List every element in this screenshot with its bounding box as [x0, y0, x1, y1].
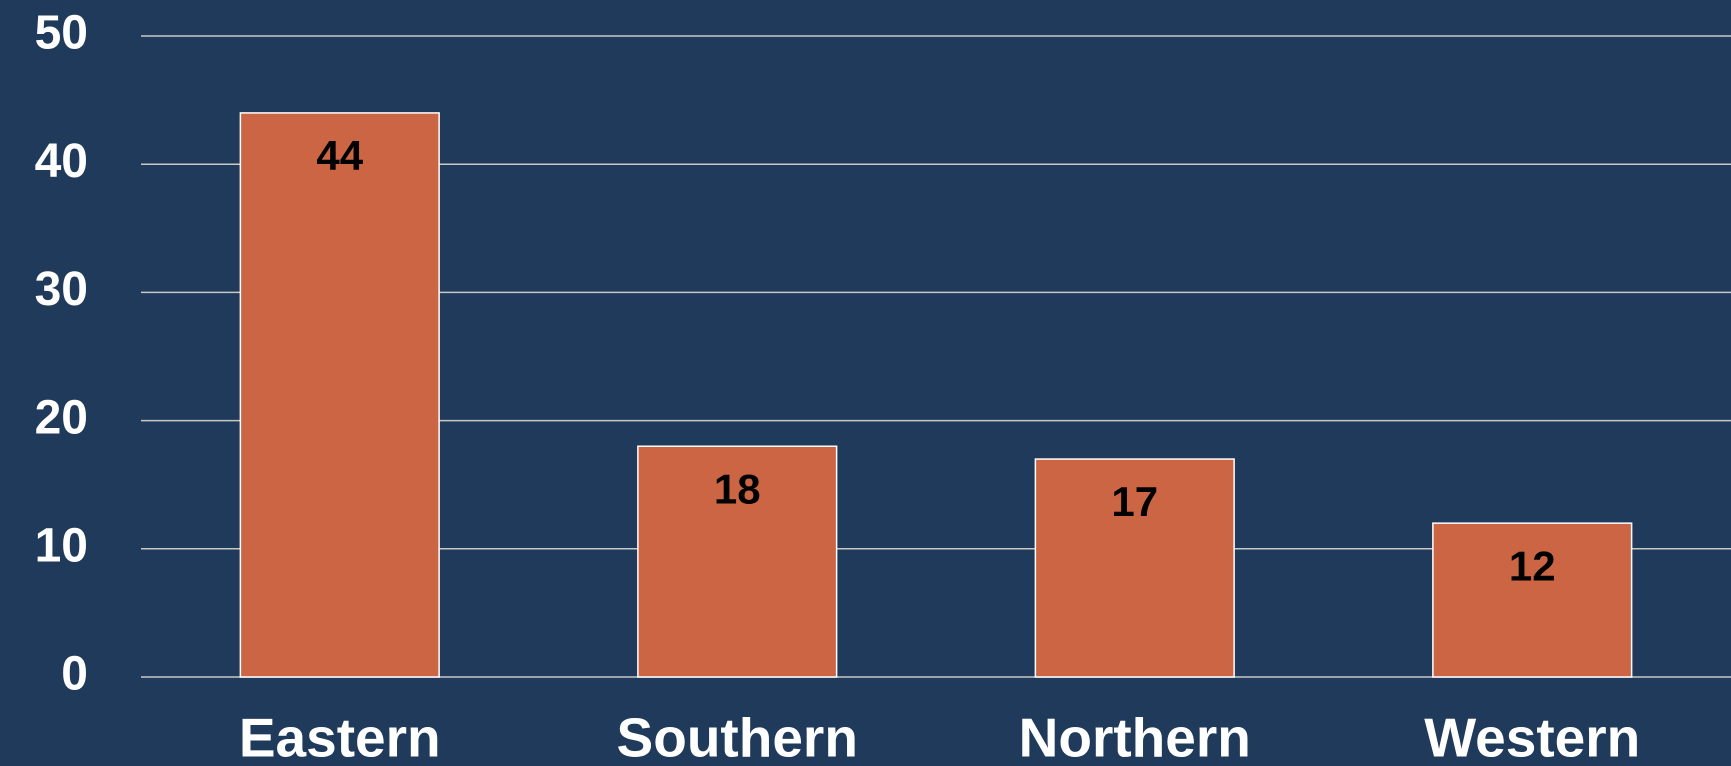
y-tick-label: 0 [61, 648, 88, 701]
y-tick-label: 10 [35, 519, 88, 572]
value-label: 44 [316, 132, 363, 179]
x-tick-label: Southern [617, 707, 858, 766]
x-tick-label: Eastern [239, 707, 441, 766]
y-tick-label: 20 [35, 391, 88, 444]
y-tick-label: 30 [35, 263, 88, 316]
x-tick-label: Western [1424, 707, 1640, 766]
bar [637, 445, 838, 678]
bar [239, 112, 440, 678]
y-tick-label: 50 [35, 7, 88, 60]
value-label: 12 [1509, 542, 1556, 589]
bar [1432, 522, 1633, 678]
bar [1034, 458, 1235, 678]
value-label: 18 [714, 465, 761, 512]
value-label: 17 [1111, 478, 1158, 525]
x-tick-label: Northern [1019, 707, 1251, 766]
y-tick-label: 40 [35, 135, 88, 188]
